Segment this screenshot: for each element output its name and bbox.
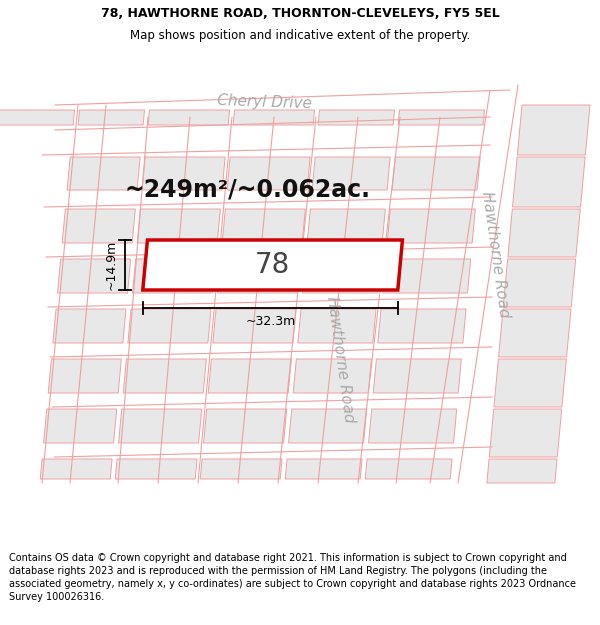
Polygon shape <box>312 157 390 190</box>
Polygon shape <box>218 259 301 293</box>
Polygon shape <box>307 209 385 243</box>
Polygon shape <box>208 359 292 393</box>
Polygon shape <box>494 359 566 407</box>
Polygon shape <box>512 157 585 207</box>
Polygon shape <box>489 409 562 457</box>
Polygon shape <box>499 309 571 357</box>
Polygon shape <box>119 409 202 443</box>
Text: ~14.9m: ~14.9m <box>104 240 117 290</box>
Polygon shape <box>289 409 367 443</box>
Polygon shape <box>67 157 140 190</box>
Polygon shape <box>298 309 376 343</box>
Polygon shape <box>302 259 380 293</box>
Polygon shape <box>123 359 206 393</box>
Text: Hawthorne Road: Hawthorne Road <box>479 191 511 319</box>
Polygon shape <box>383 259 470 293</box>
Polygon shape <box>222 209 305 243</box>
Text: Hawthorne Road: Hawthorne Road <box>324 296 356 424</box>
Polygon shape <box>115 459 197 479</box>
Polygon shape <box>78 110 145 125</box>
Text: ~249m²/~0.062ac.: ~249m²/~0.062ac. <box>124 178 370 202</box>
Polygon shape <box>44 409 117 443</box>
Polygon shape <box>398 110 485 125</box>
Polygon shape <box>137 209 220 243</box>
Polygon shape <box>213 309 296 343</box>
Polygon shape <box>487 459 557 483</box>
Text: Contains OS data © Crown copyright and database right 2021. This information is : Contains OS data © Crown copyright and d… <box>9 554 576 602</box>
Polygon shape <box>0 110 74 125</box>
Polygon shape <box>318 110 395 125</box>
Polygon shape <box>227 157 310 190</box>
Polygon shape <box>142 157 225 190</box>
Polygon shape <box>373 359 461 393</box>
Polygon shape <box>378 309 466 343</box>
Polygon shape <box>503 259 575 307</box>
Text: ~32.3m: ~32.3m <box>245 316 295 329</box>
Polygon shape <box>203 409 287 443</box>
Polygon shape <box>53 309 126 343</box>
Polygon shape <box>508 209 580 257</box>
Polygon shape <box>365 459 452 479</box>
Text: 78, HAWTHORNE ROAD, THORNTON-CLEVELEYS, FY5 5EL: 78, HAWTHORNE ROAD, THORNTON-CLEVELEYS, … <box>101 7 499 19</box>
Polygon shape <box>62 209 136 243</box>
Text: Map shows position and indicative extent of the property.: Map shows position and indicative extent… <box>130 29 470 42</box>
Polygon shape <box>148 110 230 125</box>
Polygon shape <box>128 309 211 343</box>
Polygon shape <box>58 259 131 293</box>
Text: Cheryl Drive: Cheryl Drive <box>217 93 313 111</box>
Polygon shape <box>285 459 362 479</box>
Polygon shape <box>387 209 475 243</box>
Polygon shape <box>200 459 282 479</box>
Polygon shape <box>143 240 403 290</box>
Polygon shape <box>133 259 215 293</box>
Polygon shape <box>368 409 457 443</box>
Polygon shape <box>392 157 480 190</box>
Polygon shape <box>48 359 121 393</box>
Polygon shape <box>233 110 314 125</box>
Polygon shape <box>40 459 112 479</box>
Polygon shape <box>293 359 371 393</box>
Text: 78: 78 <box>255 251 290 279</box>
Polygon shape <box>517 105 590 155</box>
